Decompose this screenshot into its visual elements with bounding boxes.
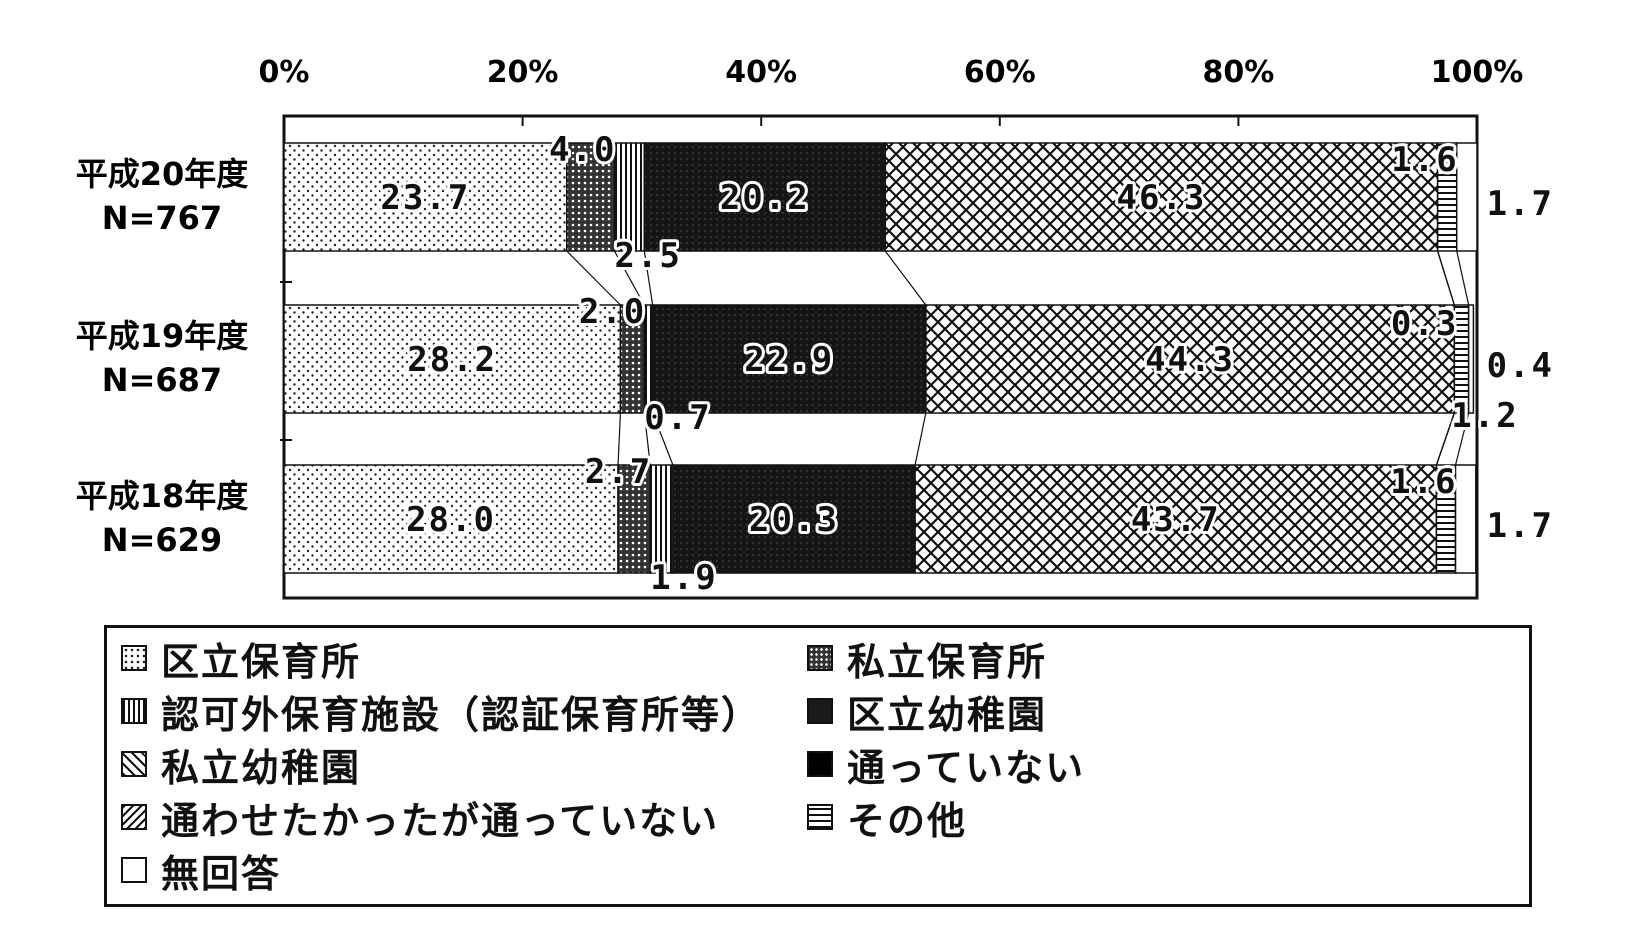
connector-line	[1456, 250, 1470, 306]
data-label: 28.2	[407, 340, 497, 380]
legend-item: 通わせたかったが通っていない	[121, 795, 719, 843]
bar-segment	[884, 142, 1439, 252]
legend-label: 私立幼稚園	[161, 745, 362, 790]
data-label: 1.7	[1487, 506, 1554, 546]
connector-line	[652, 412, 674, 466]
legend-item: 無回答	[121, 848, 281, 896]
legend-label: 私立保育所	[847, 639, 1048, 684]
legend-label: 無回答	[161, 851, 282, 896]
data-label: 1.9	[650, 558, 717, 598]
connector-line	[643, 250, 654, 306]
legend-swatch	[121, 751, 147, 777]
x-tick-label: 0%	[259, 55, 310, 90]
data-label: 4.0	[549, 130, 616, 170]
data-label: 2.0	[579, 292, 646, 332]
data-labels: 23.7 4.0 2.5 20.2 46.3 1.6 1.7 28.2 2.0 0.7 22.9 44…	[377, 127, 1555, 601]
data-label: 28.0	[406, 500, 496, 540]
data-label: 23.7	[380, 178, 470, 218]
x-tick-label: 80%	[1202, 55, 1274, 90]
bar-segment	[565, 142, 616, 252]
bar-segment	[649, 464, 674, 574]
legend-swatch	[807, 645, 833, 671]
x-tick-label: 100%	[1431, 55, 1524, 90]
bar-segment	[914, 464, 1438, 574]
connector-line	[566, 250, 621, 306]
data-label: 1.7	[1487, 184, 1554, 224]
x-tick-label: 20%	[487, 55, 559, 90]
bar-segment	[1455, 142, 1478, 252]
legend-item: 私立幼稚園	[121, 742, 361, 790]
category-n-label: N=687	[102, 361, 222, 399]
legend-swatch	[121, 645, 147, 671]
connector-line	[617, 412, 622, 466]
data-label: 46.3	[1117, 178, 1207, 218]
data-label: 20.2	[720, 178, 810, 218]
legend-swatch	[807, 751, 833, 777]
connector-line	[1435, 412, 1455, 466]
connector-lines	[566, 250, 1470, 466]
bar-segment	[613, 142, 646, 252]
connector-line	[884, 250, 927, 306]
category-label: 平成18年度	[76, 477, 249, 515]
bar-segment	[617, 464, 652, 574]
category-labels: 平成20年度 N=767 平成19年度 N=687 平成18年度 N=629	[76, 155, 249, 559]
legend-swatch	[121, 857, 147, 883]
legend-label: 通っていない	[847, 745, 1086, 790]
bar-segments	[283, 142, 1478, 574]
category-label: 平成19年度	[76, 317, 249, 355]
data-label: 1.6	[1391, 140, 1458, 180]
data-label: 44.3	[1145, 340, 1235, 380]
bar-segment	[672, 464, 916, 574]
data-label: 22.9	[744, 340, 834, 380]
category-n-label: N=767	[102, 199, 222, 237]
data-label: 2.5	[614, 236, 681, 276]
connector-line	[613, 250, 645, 306]
legend: 区立保育所認可外保育施設（認証保育所等） 私立幼稚園通わせたかったが通っていない無…	[104, 625, 1532, 907]
bar-segment	[283, 464, 619, 574]
data-label: 43.7	[1131, 500, 1221, 540]
data-label: 0.4	[1487, 346, 1554, 386]
bar-segment	[1467, 304, 1475, 414]
legend-label: 認可外保育施設（認証保育所等）	[161, 692, 762, 737]
legend-item: 区立幼稚園	[807, 689, 1047, 737]
bar-segment	[925, 304, 1456, 414]
legend-label: その他	[847, 798, 968, 843]
legend-swatch	[121, 804, 147, 830]
bar-segment	[643, 142, 887, 252]
legend-swatch	[807, 804, 833, 830]
bar-segment	[1454, 464, 1477, 574]
data-label: 20.3	[749, 500, 839, 540]
category-n-label: N=629	[102, 521, 222, 559]
data-label: 1.2	[1451, 396, 1518, 436]
legend-item: 私立保育所	[807, 636, 1047, 684]
connector-line	[914, 412, 927, 466]
legend-item: 区立保育所	[121, 636, 361, 684]
data-label: 0.3	[1391, 304, 1458, 344]
data-label: 0.7	[644, 398, 711, 438]
legend-item: 認可外保育施設（認証保育所等）	[121, 689, 761, 737]
legend-label: 通わせたかったが通っていない	[161, 798, 720, 843]
connector-line	[643, 412, 651, 466]
x-tick-label: 40%	[725, 55, 797, 90]
data-label: 2.7	[585, 452, 652, 492]
legend-label: 区立幼稚園	[847, 692, 1048, 737]
legend-label: 区立保育所	[161, 639, 362, 684]
legend-item: 通っていない	[807, 742, 1085, 790]
legend-swatch	[807, 698, 833, 724]
connector-line	[1437, 250, 1455, 306]
data-label: 1.6	[1390, 462, 1457, 502]
x-tick-label: 60%	[964, 55, 1036, 90]
connector-line	[1454, 412, 1470, 466]
legend-item: その他	[807, 795, 967, 843]
category-label: 平成20年度	[76, 155, 249, 193]
legend-swatch	[121, 698, 147, 724]
